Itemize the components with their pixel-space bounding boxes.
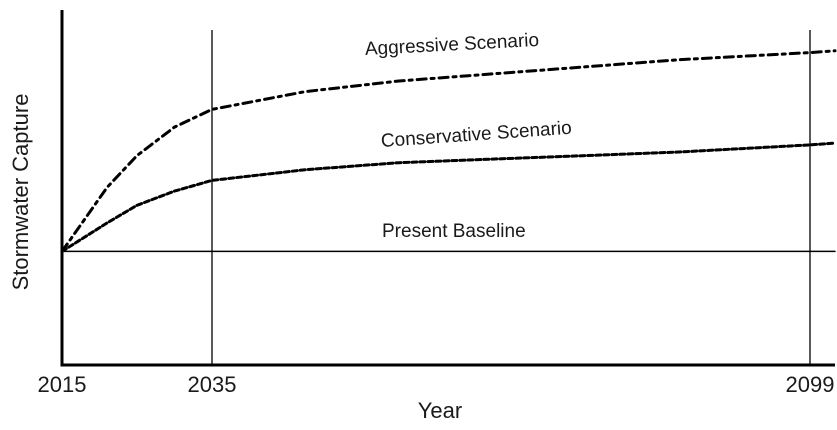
y-axis-label: Stormwater Capture — [8, 94, 33, 291]
series-line — [60, 141, 837, 253]
x-tick-label: 2099 — [786, 372, 835, 397]
series-line — [60, 49, 837, 253]
x-tick-label: 2015 — [38, 372, 87, 397]
x-tick-label: 2035 — [188, 372, 237, 397]
x-axis-label: Year — [418, 398, 462, 423]
series-label: Present Baseline — [382, 221, 526, 242]
series-label: Aggressive Scenario — [364, 30, 539, 60]
series-label: Conservative Scenario — [380, 118, 572, 152]
